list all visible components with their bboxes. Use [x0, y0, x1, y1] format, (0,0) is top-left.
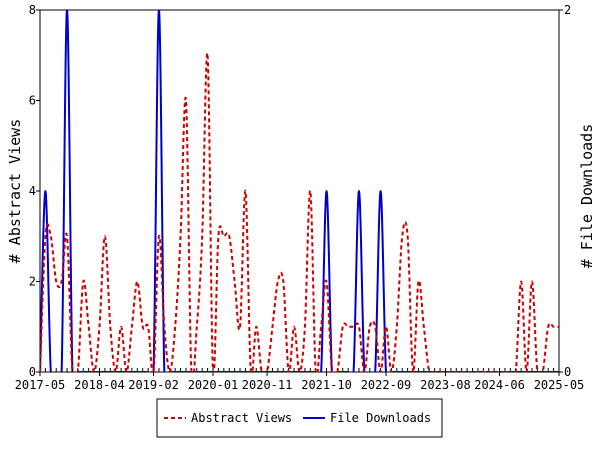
legend-label-file-downloads: File Downloads	[330, 411, 431, 425]
y-right-tick-label: 0	[564, 365, 571, 379]
x-tick-label: 2023-08	[420, 378, 471, 392]
y-left-ticks: 0 2 4 6 8	[29, 3, 40, 379]
y-axis-right-title: # File Downloads	[578, 124, 596, 269]
x-tick-label: 2025-05	[534, 378, 585, 392]
x-tick-label: 2021-10	[301, 378, 352, 392]
series-line-abstract-views	[40, 52, 559, 372]
x-tick-label: 2020-11	[242, 378, 293, 392]
x-tick-label: 2019-02	[128, 378, 179, 392]
y-left-tick-label: 0	[29, 365, 36, 379]
x-tick-label: 2017-05	[15, 378, 66, 392]
legend: Abstract Views File Downloads	[156, 398, 443, 438]
y-right-ticks: 02	[559, 3, 571, 379]
x-tick-labels: 2017-05 2018-04 2019-02 2020-01 2020-11 2021-…	[15, 372, 585, 392]
series-layer	[40, 10, 559, 372]
y-left-tick-label: 8	[29, 3, 36, 17]
x-tick-label: 2022-09	[361, 378, 412, 392]
legend-box	[156, 398, 443, 438]
legend-label-abstract-views: Abstract Views	[191, 411, 292, 425]
y-left-tick-label: 6	[29, 94, 36, 108]
y-axis-left-title: # Abstract Views	[6, 119, 24, 264]
y-left-tick-label: 2	[29, 275, 36, 289]
x-tick-label: 2024-06	[474, 378, 525, 392]
y-right-tick-label: 2	[564, 3, 571, 17]
x-tick-label: 2020-01	[188, 378, 239, 392]
x-tick-label: 2018-04	[74, 378, 125, 392]
plot-area	[39, 9, 560, 373]
y-left-tick-label: 4	[29, 184, 36, 198]
